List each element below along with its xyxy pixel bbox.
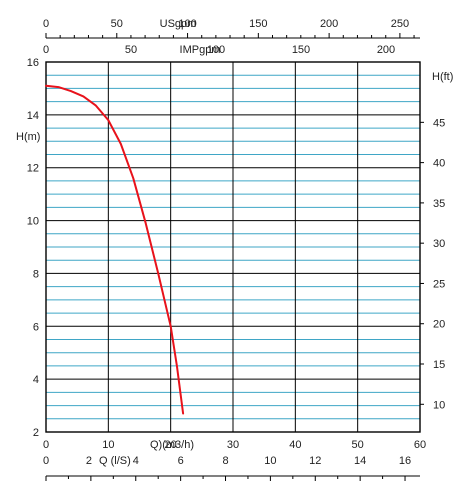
right-h-ft-tick-label: 20	[433, 319, 445, 331]
top-impgpm-tick-label: 50	[125, 44, 137, 56]
bottom-q-m3h-tick-label: 10	[102, 439, 114, 451]
top-usgpm-tick-label: 200	[320, 18, 338, 30]
right-h-ft-tick-label: 25	[433, 278, 445, 290]
top-impgpm-axis-label: IMPgpm	[180, 44, 221, 56]
right-h-ft-axis: 10 15 20 25 30 35 40 45	[420, 117, 445, 411]
series-curves	[45, 84, 185, 415]
right-h-ft-tick-label: 45	[433, 117, 445, 129]
top-impgpm-tick-label: 100	[207, 44, 225, 56]
bottom-q-m3h-tick-label: 20	[165, 439, 177, 451]
bottom-q-m3h-axis: 0 10 20 30 40 50 60	[43, 439, 426, 451]
left-h-m-tick-label: 6	[33, 321, 39, 333]
top-impgpm-tick-label: 150	[292, 44, 310, 56]
bottom-q-ls-tick-label: 10	[264, 455, 276, 467]
bottom-q-ls-tick-label: 14	[354, 455, 366, 467]
top-usgpm-axis: 0 50 100 150 200 250	[43, 18, 420, 39]
plot-frame	[45, 61, 421, 433]
series-line	[45, 84, 185, 415]
left-h-m-tick-label: 2	[33, 427, 39, 439]
bottom-q-ls-tick-label: 6	[178, 455, 184, 467]
top-impgpm-axis: 0 50 100 150 200	[43, 44, 395, 56]
left-h-m-axis-label: H(m)	[16, 131, 40, 143]
left-h-m-tick-label: 10	[27, 216, 39, 228]
left-h-m-tick-label: 4	[33, 374, 39, 386]
right-h-ft-tick-label: 10	[433, 399, 445, 411]
top-usgpm-tick-label: 0	[43, 18, 49, 30]
left-h-m-tick-label: 16	[27, 57, 39, 69]
bottom-q-m3h-tick-label: 60	[414, 439, 426, 451]
left-h-m-tick-label: 14	[27, 110, 39, 122]
left-h-m-axis: 2 4 6 8 10 12 14 16	[27, 57, 39, 439]
top-usgpm-axis-label: USgpm	[160, 18, 197, 30]
bottom-q-ls-tick-label: 12	[309, 455, 321, 467]
bottom-q-m3h-axis-label: Q)(m3/h)	[150, 439, 194, 451]
top-usgpm-tick-label: 100	[178, 18, 196, 30]
right-h-ft-axis-label: H(ft)	[432, 71, 453, 83]
bottom-q-ls-axis-label: Q (l/S)	[99, 455, 131, 467]
left-h-m-tick-label: 8	[33, 268, 39, 280]
left-h-m-tick-label: 12	[27, 163, 39, 175]
top-impgpm-tick-label: 200	[377, 44, 395, 56]
top-usgpm-tick-label: 250	[391, 18, 409, 30]
right-h-ft-tick-label: 40	[433, 158, 445, 170]
bottom-q-ls-tick-label: 16	[399, 455, 411, 467]
bottom-q-m3h-tick-label: 0	[43, 439, 49, 451]
bottom-q-ls-tick-label: 2	[86, 455, 92, 467]
bottom-q-ls-tick-label: 4	[133, 455, 139, 467]
bottom-q-ls-tick-label: 8	[222, 455, 228, 467]
top-usgpm-tick-label: 150	[249, 18, 267, 30]
right-h-ft-tick-label: 35	[433, 198, 445, 210]
right-h-ft-tick-label: 15	[433, 359, 445, 371]
top-usgpm-tick-label: 50	[111, 18, 123, 30]
bottom-q-m3h-tick-label: 40	[289, 439, 301, 451]
bottom-q-ls-axis: 0 2 4 6 8 10 12 14 16	[43, 455, 420, 481]
top-impgpm-tick-label: 0	[43, 44, 49, 56]
bottom-q-m3h-tick-label: 30	[227, 439, 239, 451]
bottom-q-ls-tick-label: 0	[43, 455, 49, 467]
right-h-ft-tick-label: 30	[433, 238, 445, 250]
bottom-q-m3h-tick-label: 50	[352, 439, 364, 451]
